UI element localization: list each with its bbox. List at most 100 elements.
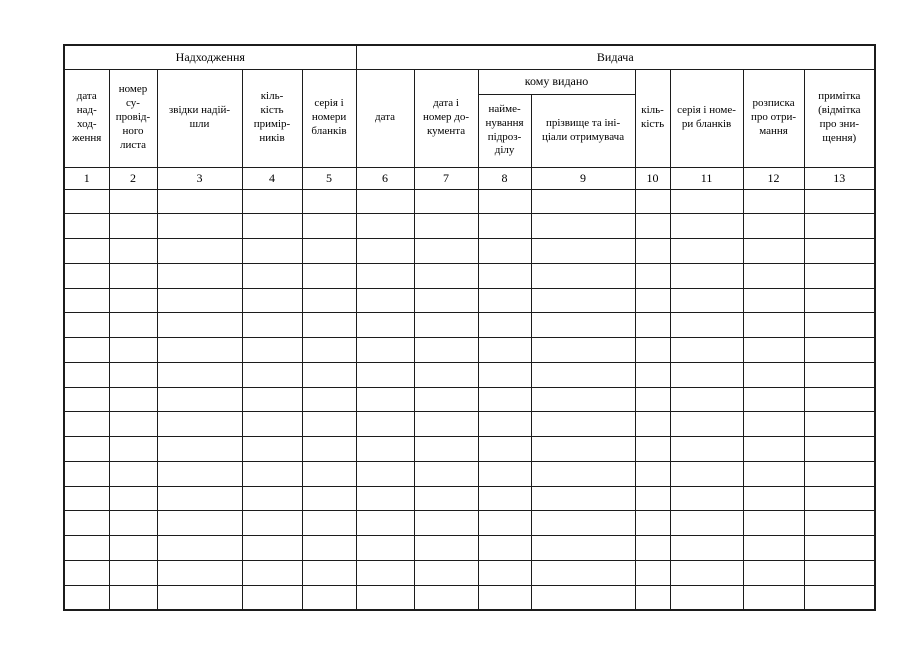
- empty-cell: [803, 188, 876, 215]
- empty-cell: [530, 584, 636, 611]
- empty-cell: [634, 559, 671, 586]
- empty-cell: [156, 361, 243, 388]
- empty-cell: [63, 188, 110, 215]
- empty-cell: [301, 510, 357, 536]
- empty-cell: [241, 386, 303, 413]
- empty-cell: [241, 436, 303, 462]
- empty-cell: [108, 510, 158, 536]
- empty-cell: [355, 361, 415, 388]
- empty-cell: [301, 337, 357, 363]
- empty-cell: [530, 386, 636, 413]
- empty-cell: [634, 238, 671, 264]
- empty-cell: [241, 510, 303, 536]
- empty-cell: [108, 460, 158, 487]
- empty-cell: [108, 584, 158, 611]
- empty-cell: [156, 213, 243, 239]
- table-row: [63, 213, 876, 239]
- empty-cell: [530, 262, 636, 289]
- empty-cell: [63, 287, 110, 314]
- empty-cell: [355, 312, 415, 338]
- empty-cell: [63, 436, 110, 462]
- empty-cell: [530, 485, 636, 512]
- column-number-6: 6: [355, 166, 415, 190]
- empty-cell: [634, 411, 671, 437]
- empty-cell: [477, 510, 532, 536]
- empty-cell: [108, 386, 158, 413]
- empty-cell: [355, 287, 415, 314]
- empty-cell: [63, 312, 110, 338]
- empty-cell: [355, 411, 415, 437]
- empty-cell: [803, 361, 876, 388]
- empty-cell: [413, 238, 479, 264]
- empty-cell: [355, 510, 415, 536]
- empty-cell: [301, 188, 357, 215]
- empty-cell: [63, 238, 110, 264]
- empty-cell: [634, 287, 671, 314]
- table-row: [63, 188, 876, 215]
- empty-cell: [63, 386, 110, 413]
- empty-cell: [108, 535, 158, 561]
- group-header-receipts: Надходження: [63, 44, 357, 70]
- table-row: [63, 411, 876, 437]
- empty-cell: [355, 584, 415, 611]
- empty-cell: [742, 238, 805, 264]
- column-number-9: 9: [530, 166, 636, 190]
- empty-cell: [742, 337, 805, 363]
- table-row: [63, 460, 876, 487]
- empty-cell: [413, 559, 479, 586]
- empty-cell: [241, 337, 303, 363]
- empty-cell: [301, 411, 357, 437]
- empty-cell: [355, 386, 415, 413]
- empty-cell: [803, 460, 876, 487]
- empty-cell: [355, 436, 415, 462]
- table-row: [63, 361, 876, 388]
- empty-cell: [742, 535, 805, 561]
- empty-cell: [742, 213, 805, 239]
- empty-cell: [63, 337, 110, 363]
- empty-cell: [477, 238, 532, 264]
- empty-cell: [530, 460, 636, 487]
- empty-cell: [669, 436, 744, 462]
- column-header-quantity: кіль- кість: [634, 68, 671, 168]
- empty-cell: [301, 460, 357, 487]
- empty-cell: [156, 238, 243, 264]
- empty-cell: [355, 262, 415, 289]
- empty-cell: [669, 188, 744, 215]
- empty-cell: [63, 460, 110, 487]
- empty-cell: [742, 436, 805, 462]
- empty-cell: [742, 559, 805, 586]
- column-header-row: дата над- ход- ження номер су- провід- н…: [63, 68, 876, 168]
- empty-cell: [241, 535, 303, 561]
- table-row: [63, 510, 876, 536]
- empty-cell: [634, 460, 671, 487]
- empty-cell: [355, 188, 415, 215]
- table-header: Надходження Видача дата над- ход- ження …: [63, 44, 876, 190]
- empty-cell: [669, 559, 744, 586]
- empty-cell: [413, 485, 479, 512]
- empty-cell: [413, 510, 479, 536]
- empty-cell: [355, 535, 415, 561]
- empty-cell: [156, 411, 243, 437]
- empty-cell: [634, 337, 671, 363]
- empty-cell: [301, 584, 357, 611]
- column-header-issued-series-numbers: серія і номе- ри бланків: [669, 68, 744, 168]
- empty-cell: [742, 411, 805, 437]
- empty-cell: [742, 510, 805, 536]
- empty-cell: [413, 287, 479, 314]
- empty-cell: [241, 559, 303, 586]
- empty-cell: [413, 411, 479, 437]
- empty-cell: [108, 436, 158, 462]
- column-header-unit-name: найме- нування підроз- ділу: [477, 93, 532, 168]
- column-header-receipt-signature: розписка про отри- мання: [742, 68, 805, 168]
- empty-cell: [634, 361, 671, 388]
- empty-cell: [108, 188, 158, 215]
- empty-cell: [241, 411, 303, 437]
- empty-cell: [530, 287, 636, 314]
- empty-cell: [355, 337, 415, 363]
- empty-cell: [156, 460, 243, 487]
- empty-cell: [241, 287, 303, 314]
- column-number-8: 8: [477, 166, 532, 190]
- empty-cell: [477, 460, 532, 487]
- empty-cell: [530, 213, 636, 239]
